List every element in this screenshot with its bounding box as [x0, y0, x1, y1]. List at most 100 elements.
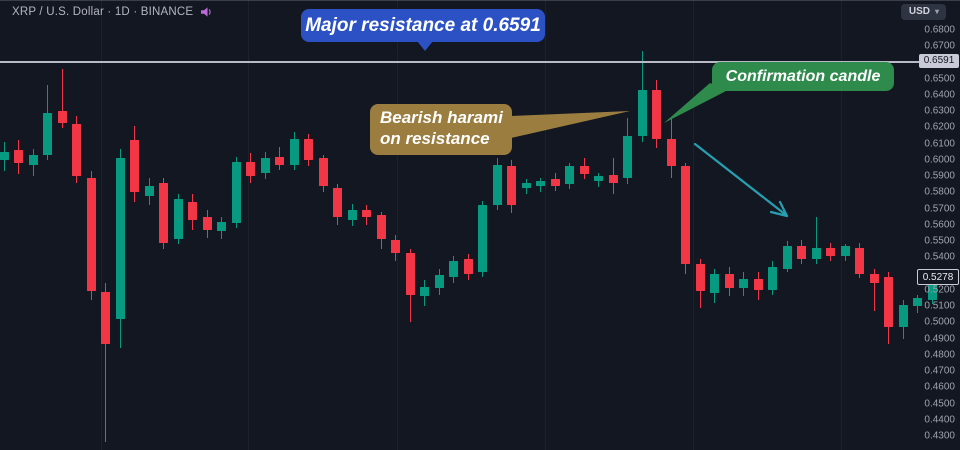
candle-body	[130, 140, 139, 193]
callout-confirmation-candle[interactable]: Confirmation candle	[712, 62, 894, 91]
candle-wick	[105, 283, 106, 443]
last-price-tag: 0.5278	[917, 269, 959, 286]
price-tick-label: 0.5900	[924, 170, 955, 182]
candle-body	[681, 166, 690, 264]
candle-body	[652, 90, 661, 139]
harami-label-line2: on resistance	[380, 129, 490, 148]
price-tick-label: 0.4300	[924, 430, 955, 442]
resistance-line[interactable]	[0, 60, 926, 64]
candle-body	[289, 138, 299, 165]
candle-wick	[873, 268, 875, 311]
candle-body	[739, 278, 748, 289]
price-tick-label: 0.6300	[924, 105, 955, 117]
symbol-header[interactable]: XRP / U.S. Dollar · 1D · BINANCE	[12, 6, 213, 18]
candle-body	[159, 182, 168, 243]
candle-body	[797, 246, 806, 259]
price-tick-label: 0.6000	[924, 154, 955, 166]
candle-body	[666, 138, 676, 167]
candle-body	[478, 205, 487, 272]
price-tick-label: 0.5100	[924, 300, 955, 312]
price-tick-label: 0.5700	[924, 203, 955, 215]
candle-body	[826, 247, 835, 256]
price-tick-label: 0.6500	[924, 73, 955, 85]
candle-body	[202, 216, 212, 230]
candle-body	[72, 124, 81, 177]
price-tick-label: 0.6200	[924, 121, 955, 133]
price-tick-label: 0.6100	[924, 138, 955, 150]
candle-body	[275, 156, 284, 165]
callout-bearish-harami[interactable]: Bearish harami on resistance	[370, 104, 512, 155]
candle-body	[507, 166, 516, 206]
candle-body	[144, 185, 154, 196]
currency-button[interactable]: USD ▾	[900, 4, 946, 20]
price-tick-label: 0.5800	[924, 186, 955, 198]
chevron-down-icon: ▾	[934, 7, 939, 16]
price-tick-label: 0.5600	[924, 219, 955, 231]
candle-body	[217, 221, 226, 232]
candle-body	[463, 259, 473, 274]
candle-body	[376, 215, 386, 240]
vertical-gridline	[693, 0, 694, 450]
candle-body	[304, 138, 313, 160]
speaker-icon[interactable]	[200, 6, 213, 18]
candle-body	[188, 202, 197, 220]
candle-body	[710, 273, 719, 294]
major-resistance-callout-tail	[417, 41, 433, 51]
harami-label-line1: Bearish harami	[380, 108, 503, 127]
price-tick-label: 0.6700	[924, 40, 955, 52]
candle-body	[115, 158, 125, 320]
candle-body	[362, 210, 371, 217]
price-tick-label: 0.4500	[924, 398, 955, 409]
candle-body	[565, 166, 574, 185]
resistance-price-tag: 0.6591	[919, 53, 959, 68]
vertical-gridline	[101, 0, 102, 450]
candle-body	[434, 275, 444, 289]
price-tick-label: 0.5500	[924, 235, 955, 247]
candle-body	[173, 198, 183, 240]
price-tick-label: 0.4900	[924, 333, 955, 345]
candle-body	[0, 151, 9, 160]
candle-body	[913, 298, 922, 307]
candle-body	[898, 304, 908, 328]
price-tick-label: 0.4700	[924, 365, 955, 377]
candle-wick	[61, 69, 63, 128]
candle-body	[855, 247, 864, 274]
candle-body	[521, 182, 531, 188]
candle-body	[246, 161, 255, 177]
candle-body	[724, 273, 734, 289]
candle-body	[550, 179, 560, 186]
candle-body	[405, 252, 415, 295]
candle-body	[840, 246, 850, 256]
candle-body	[101, 291, 110, 344]
price-tick-label: 0.6800	[924, 24, 955, 36]
candle-body	[927, 277, 937, 300]
candle-body	[86, 177, 96, 292]
price-tick-label: 0.4400	[924, 414, 955, 426]
candle-body	[391, 239, 400, 253]
candle-body	[260, 158, 270, 173]
candle-body	[637, 90, 647, 136]
price-tick-label: 0.4600	[924, 381, 955, 393]
candle-body	[594, 176, 603, 182]
harami-callout-tail	[511, 111, 630, 138]
price-tick-label: 0.6400	[924, 89, 955, 101]
price-tick-label: 0.5200	[924, 284, 955, 296]
candle-body	[28, 155, 38, 165]
callout-major-resistance[interactable]: Major resistance at 0.6591	[301, 9, 545, 42]
candle-body	[869, 273, 879, 284]
vertical-gridline	[545, 0, 546, 450]
candle-body	[347, 210, 357, 220]
candle-body	[231, 161, 241, 224]
candle-body	[333, 187, 342, 217]
price-tick-label: 0.4800	[924, 349, 955, 361]
candle-body	[884, 276, 893, 328]
candle-body	[768, 267, 777, 290]
candle-body	[782, 246, 792, 269]
currency-label: USD	[908, 6, 930, 17]
downtrend-arrow[interactable]	[693, 142, 789, 218]
candle-body	[318, 158, 328, 186]
vertical-gridline	[397, 0, 398, 450]
symbol-title: XRP / U.S. Dollar · 1D · BINANCE	[12, 6, 194, 18]
candle-body	[420, 286, 429, 297]
